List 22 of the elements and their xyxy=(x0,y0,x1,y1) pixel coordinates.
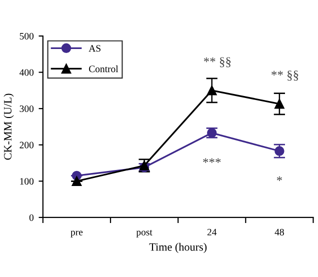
x-tick-label: 48 xyxy=(274,228,284,236)
x-axis-title: Time (hours) xyxy=(149,242,207,254)
y-axis-title: CK-MM (U/L) xyxy=(4,94,14,160)
y-tick-label: 100 xyxy=(20,178,34,185)
annotation: * xyxy=(276,176,282,181)
annotation: *** xyxy=(203,158,221,163)
y-tick-label: 0 xyxy=(29,214,34,221)
annotation: ** §§ xyxy=(272,70,298,81)
y-tick-label: 400 xyxy=(20,69,34,76)
legend-label: Control xyxy=(89,65,118,72)
y-tick-label: 300 xyxy=(20,105,34,112)
point xyxy=(207,86,217,96)
point xyxy=(274,146,284,156)
legend-label: AS xyxy=(88,45,100,52)
x-tick-label: pre xyxy=(70,230,83,238)
point xyxy=(274,99,284,109)
y-tick-label: 500 xyxy=(20,32,34,40)
point xyxy=(72,176,82,186)
y-tick-label: 200 xyxy=(20,142,34,148)
x-tick-label: 24 xyxy=(207,228,217,236)
annotation: ** §§ xyxy=(204,57,231,68)
x-tick-label: post xyxy=(136,230,152,238)
